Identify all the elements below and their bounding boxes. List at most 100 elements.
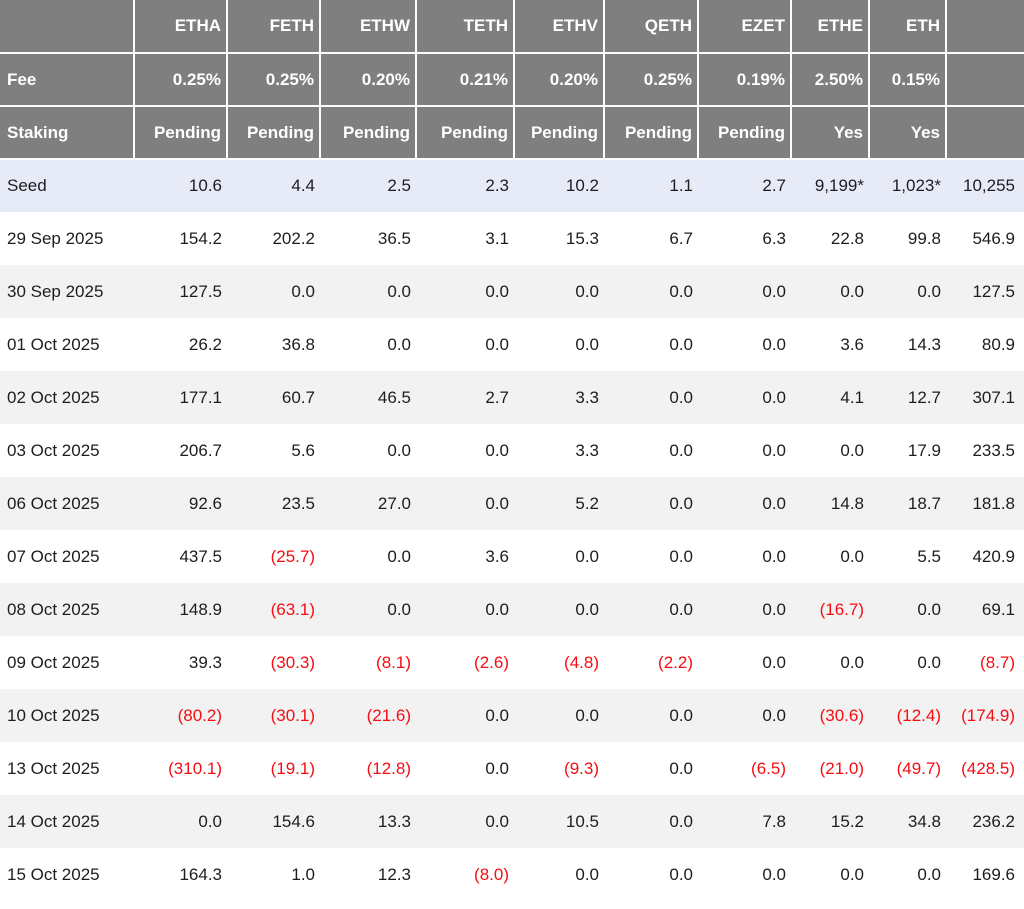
fee-cell-0.15%: 0.15% xyxy=(869,53,947,107)
cell-total: 80.9 xyxy=(981,334,1015,354)
cell-value: (30.1) xyxy=(270,705,315,725)
fee-cell-blank xyxy=(946,53,1024,107)
row-label: 03 Oct 2025 xyxy=(7,440,100,460)
table-row: 01 Oct 2025 26.2 36.8 0.0 0.0 0.0 0.0 0.0 3.6 14.… xyxy=(0,318,1024,371)
cell-value: (12.8) xyxy=(366,758,411,778)
table-row: 02 Oct 2025 177.1 60.7 46.5 2.7 3.3 0.0 0.0 4.1 1… xyxy=(0,371,1024,424)
column-header-eth: ETH xyxy=(869,0,947,54)
row-label: 30 Sep 2025 xyxy=(7,281,104,301)
cell-value: 0.0 xyxy=(387,334,411,354)
cell-value: 0.0 xyxy=(840,440,864,460)
cell-value: (16.7) xyxy=(819,599,864,619)
cell-total: 307.1 xyxy=(972,387,1015,407)
cell-value: 0.0 xyxy=(485,599,509,619)
column-header-feth: FETH xyxy=(227,0,321,54)
cell-value: 0.0 xyxy=(917,599,941,619)
fee-cell-0.25%: 0.25% xyxy=(134,53,228,107)
cell-value: 46.5 xyxy=(377,387,411,407)
cell-value: 0.0 xyxy=(575,334,599,354)
table-row: 09 Oct 2025 39.3 (30.3) (8.1) (2.6) (4.8) (2.2… xyxy=(0,636,1024,689)
cell-value: 0.0 xyxy=(917,864,941,884)
cell-value: 0.0 xyxy=(485,705,509,725)
cell-value: 0.0 xyxy=(762,652,786,672)
cell-value: 0.0 xyxy=(762,599,786,619)
column-header-etha: ETHA xyxy=(134,0,228,54)
cell-value: 0.0 xyxy=(198,811,222,831)
cell-value: 0.0 xyxy=(575,546,599,566)
cell-value: 0.0 xyxy=(485,811,509,831)
cell-value: 15.3 xyxy=(565,228,599,248)
table-row: 30 Sep 2025 127.5 0.0 0.0 0.0 0.0 0.0 0.0 0.0 0.0… xyxy=(0,265,1024,318)
row-label: 29 Sep 2025 xyxy=(7,228,104,248)
cell-value: 0.0 xyxy=(669,387,693,407)
cell-value: 4.4 xyxy=(291,176,315,195)
row-label: 09 Oct 2025 xyxy=(7,652,100,672)
cell-value: 0.0 xyxy=(762,281,786,301)
staking-cell-yes: Yes xyxy=(791,106,870,160)
cell-value: 99.8 xyxy=(907,228,941,248)
fee-cell-0.20%: 0.20% xyxy=(320,53,417,107)
cell-value: (310.1) xyxy=(168,758,222,778)
cell-value: 0.0 xyxy=(917,281,941,301)
cell-value: 0.0 xyxy=(485,758,509,778)
row-label: 10 Oct 2025 xyxy=(7,705,100,725)
cell-value: 23.5 xyxy=(281,493,315,513)
staking-cell-pending: Pending xyxy=(227,106,321,160)
cell-value: 10.2 xyxy=(565,176,599,195)
cell-value: 0.0 xyxy=(840,652,864,672)
cell-value: 0.0 xyxy=(840,864,864,884)
cell-value: 0.0 xyxy=(575,281,599,301)
cell-value: 2.7 xyxy=(485,387,509,407)
cell-value: 3.3 xyxy=(575,440,599,460)
cell-value: (30.3) xyxy=(270,652,315,672)
cell-value: 1.0 xyxy=(291,864,315,884)
cell-value: 0.0 xyxy=(485,440,509,460)
table-row: 14 Oct 2025 0.0 154.6 13.3 0.0 10.5 0.0 7.8 15.2… xyxy=(0,795,1024,848)
column-header-ethe: ETHE xyxy=(791,0,870,54)
cell-value: 0.0 xyxy=(762,334,786,354)
cell-value: (21.0) xyxy=(819,758,864,778)
cell-value: (30.6) xyxy=(819,705,864,725)
cell-value: (80.2) xyxy=(177,705,222,725)
cell-value: 39.3 xyxy=(188,652,222,672)
fee-cell-0.25%: 0.25% xyxy=(227,53,321,107)
cell-value: 0.0 xyxy=(762,493,786,513)
cell-value: 60.7 xyxy=(281,387,315,407)
table-row: 10 Oct 2025 (80.2) (30.1) (21.6) 0.0 0.0 0.0 0.… xyxy=(0,689,1024,742)
cell-value: 10.5 xyxy=(565,811,599,831)
cell-value: (63.1) xyxy=(270,599,315,619)
cell-value: 127.5 xyxy=(179,281,222,301)
cell-value: 148.9 xyxy=(179,599,222,619)
cell-value: (6.5) xyxy=(751,758,786,778)
cell-value: 177.1 xyxy=(179,387,222,407)
cell-value: (8.1) xyxy=(376,652,411,672)
staking-cell-blank xyxy=(946,106,1024,160)
fee-row: Fee 0.25% 0.25% 0.20% 0.21% 0.20% 0.25% 0.19% 2.… xyxy=(0,53,1024,107)
staking-row: Staking Pending Pending Pending Pending Pendi… xyxy=(0,106,1024,160)
cell-total: (174.9) xyxy=(961,705,1015,725)
staking-cell-pending: Pending xyxy=(134,106,228,160)
cell-total: 69.1 xyxy=(981,599,1015,619)
cell-value: 0.0 xyxy=(387,440,411,460)
table-row: 29 Sep 2025 154.2 202.2 36.5 3.1 15.3 6.7 6.3 22… xyxy=(0,212,1024,265)
cell-value: 202.2 xyxy=(272,228,315,248)
cell-value: 0.0 xyxy=(840,281,864,301)
fee-cell-2.50%: 2.50% xyxy=(791,53,870,107)
cell-value: 27.0 xyxy=(377,493,411,513)
row-label: 15 Oct 2025 xyxy=(7,864,100,884)
cell-value: 26.2 xyxy=(188,334,222,354)
cell-total: (8.7) xyxy=(980,652,1015,672)
row-label: Seed xyxy=(7,176,47,195)
cell-value: 0.0 xyxy=(387,281,411,301)
cell-value: (9.3) xyxy=(564,758,599,778)
table-header: ETHA FETH ETHW TETH ETHV QETH EZET ETHE ETH Fee 0.… xyxy=(0,0,1024,160)
cell-value: 3.1 xyxy=(485,228,509,248)
staking-cell-yes: Yes xyxy=(869,106,947,160)
cell-total: 233.5 xyxy=(972,440,1015,460)
fee-cell-0.25%: 0.25% xyxy=(604,53,699,107)
cell-total: 420.9 xyxy=(972,546,1015,566)
cell-value: 0.0 xyxy=(669,705,693,725)
cell-value: 154.2 xyxy=(179,228,222,248)
cell-total: 10,255 xyxy=(963,176,1015,195)
